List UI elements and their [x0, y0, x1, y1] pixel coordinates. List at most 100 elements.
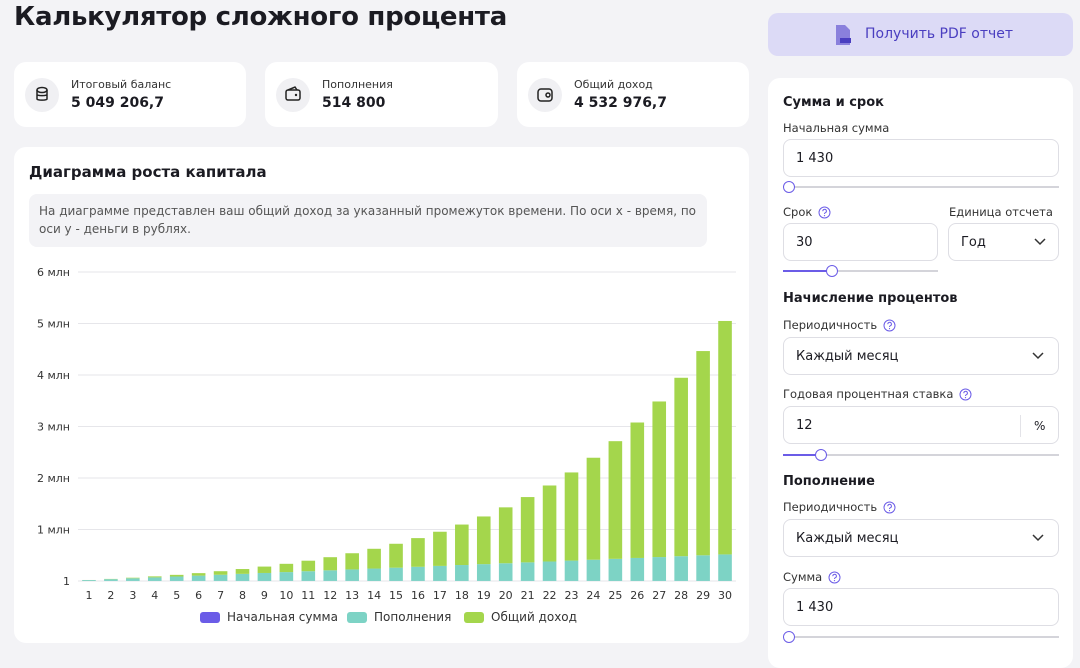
bar-segment — [696, 351, 710, 555]
bar-segment — [258, 567, 272, 573]
x-tick-label: 1 — [85, 589, 92, 602]
input-value: 1 430 — [796, 600, 833, 615]
help-icon[interactable] — [883, 501, 896, 514]
bar-segment — [433, 532, 447, 566]
section-title: Сумма и срок — [783, 95, 884, 110]
x-tick-label: 8 — [239, 589, 246, 602]
amount-input[interactable]: 1 430 — [783, 588, 1059, 626]
summary-label: Общий доход — [574, 78, 653, 91]
bar-segment — [236, 574, 250, 581]
x-tick-label: 23 — [565, 589, 579, 602]
y-tick-label: 3 млн — [37, 421, 70, 434]
pdf-button-label[interactable]: Получить PDF отчет — [865, 26, 1013, 42]
x-tick-label: 14 — [367, 589, 381, 602]
bar-segment — [148, 577, 162, 581]
x-tick-label: 25 — [608, 589, 622, 602]
x-tick-label: 13 — [345, 589, 359, 602]
x-tick-label: 16 — [411, 589, 425, 602]
label-text: Периодичность — [783, 318, 877, 332]
unit-select[interactable]: Год — [948, 223, 1059, 261]
bar-segment — [652, 557, 666, 581]
initial-input[interactable]: 1 430 — [783, 139, 1059, 177]
summary-value: 5 049 206,7 — [71, 95, 164, 111]
summary-value: 514 800 — [322, 95, 385, 111]
bar-segment — [455, 525, 469, 565]
bar-segment — [499, 563, 513, 581]
summary-label: Итоговый баланс — [71, 78, 171, 91]
x-tick-label: 22 — [543, 589, 557, 602]
bar-segment — [696, 555, 710, 581]
summary-label: Пополнения — [322, 78, 393, 91]
term-input[interactable]: 30 — [783, 223, 938, 261]
period-select[interactable]: Каждый месяц — [783, 337, 1059, 375]
y-tick-label: 1 — [63, 575, 70, 588]
legend-swatch — [347, 612, 367, 623]
x-tick-label: 9 — [261, 589, 268, 602]
bar-segment — [280, 564, 294, 572]
x-tick-label: 30 — [718, 589, 732, 602]
bar-segment — [587, 560, 601, 581]
x-tick-label: 12 — [323, 589, 337, 602]
y-tick-label: 6 млн — [37, 266, 70, 279]
icon — [25, 78, 59, 112]
x-tick-label: 29 — [696, 589, 710, 602]
x-tick-label: 6 — [195, 589, 202, 602]
slider[interactable] — [788, 186, 1059, 188]
help-icon[interactable] — [883, 319, 896, 332]
bar-segment — [674, 556, 688, 581]
select-value: Каждый месяц — [796, 349, 898, 364]
legend-label: Общий доход — [491, 610, 577, 624]
summary-card: Пополнения 514 800 — [265, 62, 498, 127]
bar-segment — [631, 558, 645, 581]
field-label: Начальная сумма — [783, 121, 889, 135]
input-value: 30 — [796, 235, 813, 250]
help-icon[interactable] — [828, 571, 841, 584]
bar-segment — [258, 573, 272, 581]
bar-segment — [521, 497, 535, 562]
field-label: Периодичность — [783, 500, 896, 514]
bar-segment — [170, 577, 184, 581]
x-tick-label: 15 — [389, 589, 403, 602]
y-tick-label: 1 млн — [37, 524, 70, 537]
slider[interactable] — [783, 270, 938, 272]
period-select[interactable]: Каждый месяц — [783, 519, 1059, 557]
x-tick-label: 4 — [151, 589, 158, 602]
bar-segment — [477, 516, 491, 564]
bar-segment — [104, 579, 118, 581]
bar-segment — [587, 458, 601, 560]
bar-segment — [521, 562, 535, 581]
x-tick-label: 18 — [455, 589, 469, 602]
summary-card: Общий доход 4 532 976,7 — [517, 62, 749, 127]
rate-input[interactable]: 12% — [783, 406, 1059, 444]
bar-segment — [214, 575, 228, 581]
x-tick-label: 20 — [499, 589, 513, 602]
bar-segment — [389, 544, 403, 568]
bar-segment — [367, 549, 381, 569]
help-icon[interactable] — [818, 206, 831, 219]
bar-segment — [631, 423, 645, 558]
x-tick-label: 28 — [674, 589, 688, 602]
bar-segment — [565, 472, 579, 560]
bar-segment — [499, 507, 513, 563]
label-text: Периодичность — [783, 500, 877, 514]
x-tick-label: 19 — [477, 589, 491, 602]
field-label: Периодичность — [783, 318, 896, 332]
x-tick-label: 10 — [279, 589, 293, 602]
field-label: Годовая процентная ставка — [783, 387, 972, 401]
bar-segment — [367, 569, 381, 581]
y-tick-label: 5 млн — [37, 318, 70, 331]
slider[interactable] — [788, 636, 1059, 638]
y-tick-label: 4 млн — [37, 369, 70, 382]
x-tick-label: 7 — [217, 589, 224, 602]
bar-segment — [674, 378, 688, 556]
bar-segment — [323, 570, 337, 581]
icon — [528, 78, 562, 112]
pdf-button[interactable]: Получить PDF отчет — [768, 13, 1073, 56]
bar-segment — [280, 572, 294, 581]
slider[interactable] — [783, 454, 1059, 456]
x-tick-label: 11 — [301, 589, 315, 602]
settings-panel: Сумма и срок Начальная сумма 1 430 Срок … — [768, 78, 1073, 668]
select-value: Год — [961, 235, 986, 250]
bar-segment — [455, 565, 469, 581]
help-icon[interactable] — [959, 388, 972, 401]
